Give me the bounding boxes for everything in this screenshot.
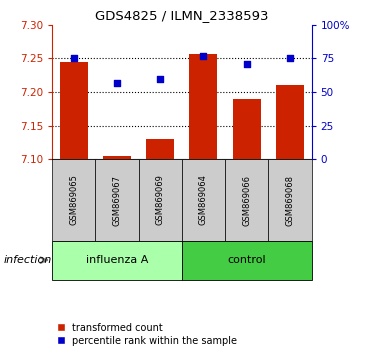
Bar (103, 156, 131, 159)
Text: GSM869067: GSM869067 (112, 175, 121, 225)
Text: control: control (227, 255, 266, 265)
Text: GSM869066: GSM869066 (242, 175, 251, 225)
Legend: transformed count, percentile rank within the sample: transformed count, percentile rank withi… (57, 323, 237, 346)
Text: GSM869064: GSM869064 (199, 175, 208, 225)
Text: infection: infection (4, 255, 52, 265)
Point (244, 61, 250, 67)
Point (200, 53, 206, 58)
Title: GDS4825 / ILMN_2338593: GDS4825 / ILMN_2338593 (95, 9, 269, 22)
Bar (276, 85, 304, 159)
Point (287, 56, 293, 61)
Text: GSM869068: GSM869068 (286, 175, 295, 225)
Point (70, 56, 76, 61)
Point (114, 80, 120, 85)
Text: GSM869065: GSM869065 (69, 175, 78, 225)
Point (157, 76, 163, 81)
Text: GSM869069: GSM869069 (156, 175, 165, 225)
Bar (233, 99, 261, 159)
Text: influenza A: influenza A (86, 255, 148, 265)
Bar (189, 55, 217, 159)
Bar (146, 139, 174, 159)
Bar (59, 62, 88, 159)
